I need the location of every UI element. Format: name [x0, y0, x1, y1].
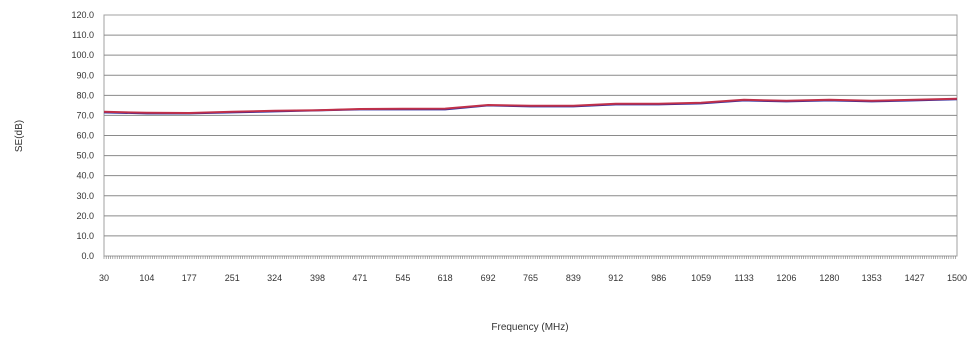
x-tick-label: 471 [352, 273, 367, 283]
x-tick-label: 1353 [862, 273, 882, 283]
y-tick-label: 30.0 [76, 191, 94, 201]
y-tick-label: 60.0 [76, 131, 94, 141]
x-tick-label: 692 [481, 273, 496, 283]
y-tick-label: 110.0 [72, 30, 94, 40]
x-tick-label: 1133 [734, 273, 753, 283]
x-tick-label: 1280 [819, 273, 839, 283]
x-tick-label: 30 [99, 273, 109, 283]
x-tick-label: 1059 [691, 273, 711, 283]
x-tick-label: 398 [310, 273, 325, 283]
x-tick-label: 1427 [905, 273, 925, 283]
x-tick-label: 251 [225, 273, 240, 283]
y-axis-label: SE(dB) [14, 120, 25, 152]
y-axis-tick-labels: 0.0 10.0 20.0 30.0 40.0 50.0 60.0 70.0 80.0 90.0 1… [71, 10, 94, 261]
x-tick-label: 177 [182, 273, 197, 283]
y-tick-label: 120.0 [71, 10, 94, 20]
x-axis-tick-labels: 30 104 177 251 324 398 471 545 618 692 765 839 912 98… [99, 273, 967, 283]
y-tick-label: 40.0 [76, 171, 94, 181]
x-tick-label: 912 [608, 273, 623, 283]
y-tick-label: 20.0 [76, 211, 94, 221]
y-tick-label: 0.0 [81, 251, 94, 261]
y-tick-label: 10.0 [76, 231, 94, 241]
y-tick-label: 100.0 [71, 50, 94, 60]
y-tick-label: 90.0 [76, 70, 94, 80]
y-tick-label: 70.0 [76, 110, 94, 120]
x-tick-label: 1206 [776, 273, 796, 283]
x-tick-label: 545 [395, 273, 410, 283]
series-lines [103, 97, 958, 115]
x-axis-minor-ticks [103, 256, 956, 259]
x-tick-label: 1500 [947, 273, 967, 283]
y-tick-label: 80.0 [76, 90, 94, 100]
y-tick-label: 50.0 [76, 151, 94, 161]
x-tick-label: 618 [438, 273, 453, 283]
x-tick-label: 765 [523, 273, 538, 283]
x-axis-label: Frequency (MHz) [491, 322, 568, 333]
gridlines [104, 34, 957, 237]
x-tick-label: 839 [566, 273, 581, 283]
x-tick-label: 104 [139, 273, 154, 283]
series-line-1 [103, 97, 958, 114]
x-tick-label: 986 [651, 273, 666, 283]
x-tick-label: 324 [267, 273, 282, 283]
